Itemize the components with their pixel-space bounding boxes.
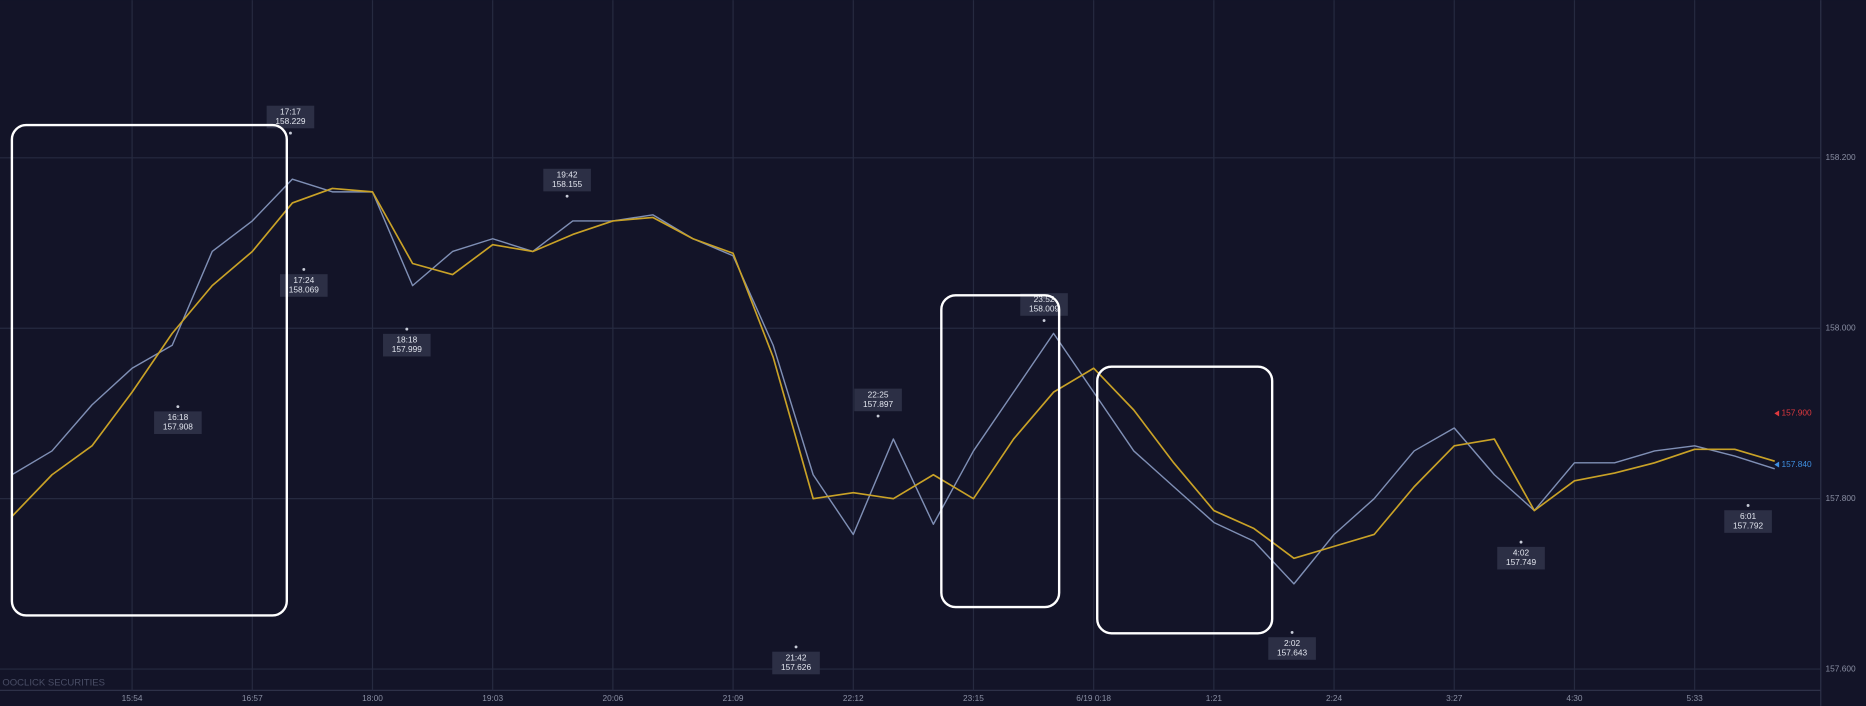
highlight-box <box>1096 365 1274 635</box>
annotation-box <box>1268 637 1316 660</box>
annotation-box <box>154 411 202 434</box>
annotation-time: 23:52 <box>1034 294 1055 304</box>
annotation-time: 22:25 <box>868 389 889 399</box>
annotation-price: 158.009 <box>1029 303 1059 313</box>
annotation-point <box>1519 540 1523 544</box>
annotation-time: 2:02 <box>1284 638 1301 648</box>
x-tick-label: 3:27 <box>1446 693 1463 703</box>
annotation-time: 18:18 <box>396 335 417 345</box>
highlight-box <box>940 294 1061 609</box>
annotation-box <box>1497 546 1545 570</box>
annotation-price: 157.999 <box>392 344 422 354</box>
annotation-time: 16:18 <box>167 412 188 422</box>
annotation-time: 17:17 <box>280 106 301 116</box>
y-tick-label: 158.200 <box>1826 152 1856 162</box>
highlight-box <box>10 123 288 617</box>
annotation-time: 6:01 <box>1740 511 1757 521</box>
price-tag-marker <box>1774 461 1780 468</box>
annotation-box <box>383 333 431 357</box>
series-line <box>11 187 1775 560</box>
annotation-point <box>289 131 292 135</box>
y-tick-label: 158.000 <box>1826 322 1856 332</box>
annotation-price: 157.897 <box>863 399 893 409</box>
x-tick-label: 4:30 <box>1566 693 1583 703</box>
annotation-time: 17:24 <box>293 275 314 285</box>
annotation-price: 158.069 <box>289 284 319 294</box>
annotation-point <box>1290 631 1294 634</box>
x-tick-label: 5:33 <box>1687 693 1704 703</box>
annotation-point <box>565 194 569 198</box>
x-tick-label: 19:03 <box>482 693 503 703</box>
annotation-time: 19:42 <box>557 170 578 180</box>
annotation-point <box>794 645 798 649</box>
x-tick-label: 6/19 0:18 <box>1076 693 1111 703</box>
x-tick-label: 22:12 <box>843 693 864 703</box>
annotation-box <box>280 274 328 297</box>
annotation-point <box>876 414 880 418</box>
price-tag-label: 157.840 <box>1782 459 1812 469</box>
annotation-point <box>1042 319 1046 322</box>
annotation-price: 157.792 <box>1733 520 1763 530</box>
watermark: OOCLICK SECURITIES <box>2 678 105 689</box>
annotation-box <box>772 651 820 675</box>
plot <box>11 178 1775 585</box>
x-tick-label: 1:21 <box>1206 693 1223 703</box>
annotation-price: 158.229 <box>275 116 305 126</box>
annotation-box <box>266 105 315 129</box>
annotation-price: 157.908 <box>163 422 193 432</box>
price-tag-marker <box>1774 410 1780 417</box>
y-tick-label: 157.800 <box>1826 493 1856 503</box>
annotation-time: 4:02 <box>1513 548 1530 558</box>
annotation-time: 21:42 <box>786 652 807 662</box>
annotation-point <box>302 267 306 271</box>
x-tick-label: 23:15 <box>963 693 984 703</box>
annotation-box <box>543 168 591 192</box>
x-tick-label: 18:00 <box>362 693 383 703</box>
annotation-price: 158.155 <box>552 179 582 189</box>
annotation-price: 157.626 <box>781 662 811 672</box>
x-tick-label: 21:09 <box>723 693 744 703</box>
annotation-price: 157.749 <box>1506 557 1536 567</box>
annotation-point <box>405 327 409 331</box>
price-tag-label: 157.900 <box>1782 408 1812 418</box>
annotation-point <box>1746 504 1750 507</box>
x-tick-label: 20:06 <box>602 693 623 703</box>
series-line <box>11 178 1775 585</box>
x-tick-label: 16:57 <box>242 693 263 703</box>
annotation-box <box>1724 510 1772 533</box>
x-tick-label: 2:24 <box>1326 693 1343 703</box>
annotation-point <box>176 405 180 409</box>
x-tick-label: 15:54 <box>122 693 143 703</box>
annotation-box <box>854 388 902 412</box>
annotation-price: 157.643 <box>1277 647 1307 657</box>
y-tick-label: 157.600 <box>1826 663 1856 673</box>
